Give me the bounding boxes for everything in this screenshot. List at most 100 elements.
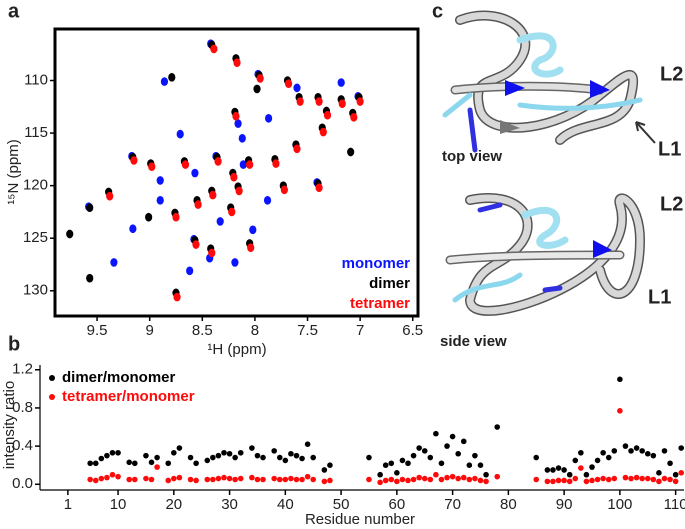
data-point — [639, 475, 645, 482]
y-tick-label: 110 — [24, 71, 48, 88]
data-point — [427, 454, 434, 461]
data-point — [156, 196, 164, 205]
data-point — [249, 225, 257, 235]
data-point — [394, 478, 400, 485]
data-point — [176, 474, 183, 481]
data-point — [600, 449, 606, 456]
x-axis-label: ¹H (ppm) — [207, 341, 266, 358]
data-point — [246, 160, 254, 169]
data-point — [86, 273, 94, 283]
data-point — [561, 467, 567, 473]
data-point — [477, 477, 484, 484]
data-point — [165, 477, 172, 484]
x-tick-label: 9 — [146, 322, 154, 339]
data-point — [254, 476, 261, 483]
data-point — [633, 474, 640, 481]
data-point — [109, 449, 116, 456]
x-tick-label: 100 — [607, 496, 632, 513]
data-point — [131, 460, 138, 467]
data-point — [66, 229, 74, 239]
data-point — [639, 448, 645, 454]
data-point — [319, 127, 327, 137]
ribbon-side — [445, 193, 645, 316]
data-point — [555, 477, 562, 484]
data-point — [323, 110, 332, 120]
data-point — [272, 159, 280, 168]
x-tick-label: 6.5 — [402, 322, 423, 339]
data-point — [104, 474, 110, 481]
data-point — [204, 476, 211, 483]
data-point — [176, 445, 183, 451]
data-point — [578, 465, 584, 471]
data-point — [98, 455, 105, 462]
data-point — [148, 459, 155, 466]
data-point — [209, 190, 217, 200]
data-point — [315, 97, 323, 106]
data-point — [555, 465, 562, 471]
data-point — [253, 84, 261, 94]
data-point — [678, 445, 685, 451]
x-tick-label: 30 — [221, 496, 238, 513]
data-point — [338, 99, 346, 108]
data-point — [399, 476, 406, 483]
data-point — [410, 476, 417, 483]
x-tick-label: 40 — [277, 496, 294, 513]
data-point — [210, 44, 218, 54]
data-point — [154, 454, 160, 461]
data-point — [92, 460, 99, 467]
data-point — [566, 478, 573, 485]
view-caption: side view — [440, 333, 507, 350]
data-point — [327, 477, 333, 484]
data-point — [350, 112, 358, 122]
data-point — [293, 452, 300, 459]
data-point — [628, 448, 634, 454]
x-tick-label: 8 — [251, 322, 259, 339]
legend-label: tetramer/monomer — [62, 388, 195, 405]
panel-label: a — [8, 0, 20, 22]
data-point — [98, 475, 105, 482]
data-point — [617, 408, 623, 414]
data-point — [449, 473, 456, 480]
panel-label: c — [432, 0, 443, 22]
data-point — [115, 473, 121, 480]
data-point — [544, 467, 551, 473]
data-point — [321, 467, 328, 473]
data-point — [672, 471, 679, 478]
legend-marker — [49, 375, 55, 381]
x-tick-label: 20 — [165, 496, 182, 513]
data-point — [444, 474, 450, 481]
data-point — [605, 454, 612, 461]
data-point — [104, 452, 110, 459]
data-point — [605, 476, 612, 483]
data-point — [483, 471, 489, 478]
data-point — [550, 467, 556, 473]
y-tick-label: 0.4 — [12, 437, 33, 454]
data-point — [678, 470, 685, 476]
legend-label: tetramer — [350, 295, 410, 312]
data-point — [148, 162, 156, 172]
data-point — [472, 452, 478, 459]
data-point — [271, 475, 277, 482]
data-point — [109, 471, 116, 478]
data-point — [433, 471, 439, 478]
legend-label: dimer — [369, 275, 410, 292]
data-point — [572, 475, 579, 482]
data-point — [216, 217, 224, 226]
data-point — [232, 111, 240, 121]
x-tick-label: 110 — [664, 496, 685, 513]
data-point — [86, 203, 94, 213]
y-tick-label: 115 — [24, 124, 48, 141]
data-point — [633, 445, 640, 451]
data-point — [249, 445, 255, 451]
data-point — [126, 459, 133, 466]
data-point — [433, 430, 439, 437]
x-tick-label: 1 — [64, 496, 72, 513]
data-point — [544, 478, 551, 485]
loop-label: L1 — [648, 286, 671, 308]
data-point — [187, 454, 194, 461]
loop-label: L1 — [658, 138, 681, 160]
data-point — [327, 462, 333, 468]
data-point — [656, 478, 662, 485]
data-point — [106, 191, 114, 201]
data-point — [210, 454, 216, 461]
